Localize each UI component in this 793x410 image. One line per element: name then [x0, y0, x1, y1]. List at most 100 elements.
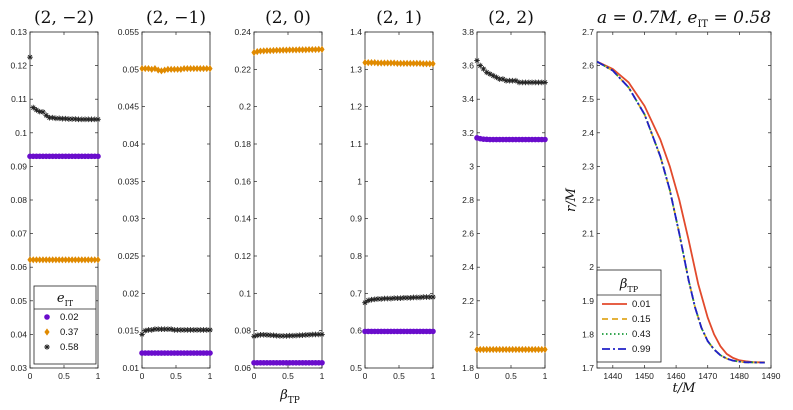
panel-title: (2, 2) — [488, 8, 534, 28]
marker-point — [46, 114, 53, 121]
marker-point — [290, 332, 296, 339]
y-tick-label: 3.4 — [462, 94, 474, 104]
marker-point — [388, 59, 394, 67]
panel-title: (2, −1) — [146, 8, 206, 28]
marker-point — [427, 60, 433, 68]
y-tick-label: 0.11 — [11, 94, 27, 104]
x-tick-label: 0.5 — [58, 371, 70, 381]
marker-point — [397, 295, 404, 301]
panel-title: (2, 0) — [265, 8, 311, 28]
panel-3: 0.06 0.08 0.1 0.12 0.14 0.16 0.18 0.2 0.22 0.24 0 0… — [234, 8, 325, 381]
marker-point — [430, 328, 436, 335]
marker-point — [37, 256, 43, 264]
marker-point — [30, 104, 37, 111]
marker-point — [365, 59, 371, 67]
legend-box — [33, 285, 97, 365]
y-tick-label: 2.2 — [462, 296, 474, 306]
marker-point — [95, 256, 101, 264]
x-tick-label: 0.5 — [282, 371, 294, 381]
marker-point — [155, 66, 161, 74]
y-tick-label: 0.055 — [118, 27, 140, 37]
marker-point — [187, 327, 194, 333]
series-0.02 — [251, 359, 325, 366]
marker-point — [251, 333, 257, 340]
y-tick-label: 2.3 — [582, 161, 594, 171]
legend-title: βTP — [619, 277, 639, 294]
marker-point — [257, 331, 264, 338]
marker-point — [394, 59, 400, 67]
y-tick-label: 0.24 — [234, 27, 251, 37]
marker-point — [270, 332, 277, 339]
plot-frame — [364, 31, 434, 369]
x-tick-label: 1470 — [698, 371, 717, 381]
marker-point — [532, 79, 539, 86]
marker-point — [362, 59, 368, 67]
x-tick-label: 1 — [320, 371, 325, 381]
series-0.02 — [139, 350, 213, 356]
marker-point — [92, 256, 98, 264]
marker-point — [40, 109, 46, 115]
y-tick-label: 2.6 — [582, 61, 594, 71]
marker-point — [95, 153, 101, 160]
marker-point — [362, 299, 368, 306]
marker-point — [426, 294, 433, 300]
marker-point — [91, 116, 98, 123]
marker-point — [306, 331, 312, 338]
shared-x-axis-label: βTP — [279, 388, 300, 406]
x-tick-label: 0.5 — [393, 371, 405, 381]
marker-point — [171, 327, 178, 333]
legend-label: 0.02 — [60, 312, 79, 323]
marker-point — [33, 256, 40, 264]
panel-title: a = 0.7M, eIT = 0.58 — [597, 8, 771, 30]
marker-point — [516, 345, 522, 354]
marker-point — [401, 295, 407, 301]
marker-point — [270, 46, 277, 55]
marker-point — [277, 333, 283, 339]
marker-point — [368, 296, 375, 303]
marker-point — [493, 345, 500, 354]
marker-point — [375, 296, 381, 302]
marker-point — [365, 297, 372, 304]
legend-title: eIT — [57, 291, 74, 308]
x-tick-label: 1 — [208, 371, 213, 381]
y-tick-label: 0.06 — [10, 262, 27, 272]
marker-point — [535, 345, 542, 354]
x-tick-label: 1 — [96, 371, 101, 381]
marker-point — [158, 326, 165, 332]
series-0.37 — [251, 45, 325, 57]
y-tick-label: 0.5 — [350, 363, 362, 373]
x-tick-label: 0 — [140, 371, 145, 381]
marker-point — [273, 332, 280, 339]
marker-point — [394, 295, 401, 301]
marker-point — [483, 69, 490, 76]
marker-point — [522, 345, 529, 354]
marker-point — [181, 327, 187, 333]
marker-point — [36, 108, 43, 115]
series-0.58 — [27, 54, 101, 123]
marker-point — [477, 62, 484, 69]
y-tick-label: 0.12 — [234, 251, 251, 261]
marker-point — [293, 332, 299, 339]
x-tick-label: 0 — [363, 371, 368, 381]
y-tick-label: 0.12 — [10, 61, 27, 71]
marker-point — [27, 54, 33, 60]
marker-point — [139, 64, 145, 73]
series-0.58 — [251, 331, 325, 340]
marker-point — [277, 46, 283, 54]
panels-group: 0.030.040.050.060.070.080.090.10.110.120… — [10, 8, 780, 396]
marker-point — [148, 327, 155, 333]
marker-point — [203, 327, 210, 333]
y-tick-label: 3.2 — [462, 128, 474, 138]
marker-point — [175, 65, 181, 73]
y-tick-label: 3.6 — [462, 61, 474, 71]
legend-label: 0.37 — [60, 327, 79, 338]
y-tick-label: 0.08 — [234, 326, 251, 336]
marker-point — [404, 59, 410, 67]
marker-point — [516, 79, 522, 86]
marker-point — [178, 327, 184, 333]
legend-label: 0.99 — [632, 344, 651, 355]
marker-point — [72, 256, 78, 264]
marker-point — [178, 65, 184, 73]
y-tick-label: 3.8 — [462, 27, 474, 37]
